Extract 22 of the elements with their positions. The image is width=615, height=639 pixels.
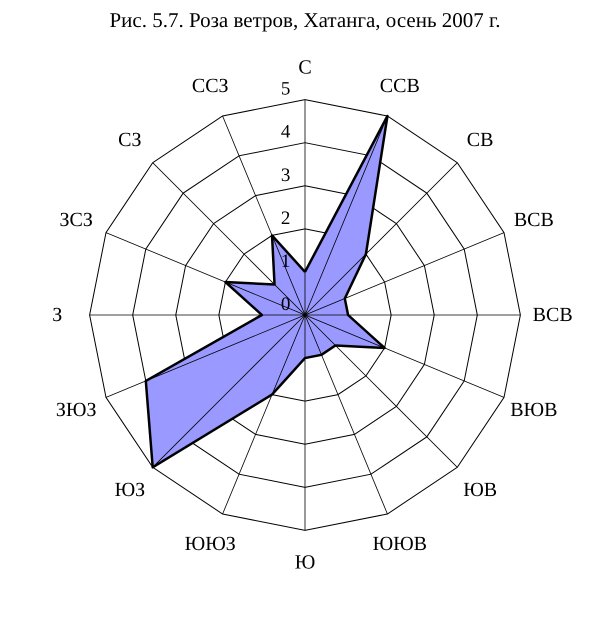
spoke-label: ВСВ xyxy=(532,304,573,326)
spoke-label: СВ xyxy=(466,128,494,151)
spoke-label: ЮЗ xyxy=(114,479,146,502)
spoke-label: Ю xyxy=(294,552,316,574)
y-tick-label: 3 xyxy=(280,164,290,186)
spoke-label: СЗ xyxy=(118,128,142,151)
spoke-label: ССЗ xyxy=(192,75,229,98)
spoke-label: ВСВ xyxy=(514,209,554,232)
spoke-label: ЮВ xyxy=(463,479,498,502)
y-tick-label: 2 xyxy=(280,208,290,229)
spoke-label: ССВ xyxy=(380,75,420,98)
chart-title: Рис. 5.7. Роза ветров, Хатанга, осень 2007 г. xyxy=(109,8,501,32)
y-tick-label: 4 xyxy=(280,122,291,143)
y-tick-label: 5 xyxy=(280,78,290,100)
spoke-label: ЗСЗ xyxy=(59,209,93,232)
y-tick-label: 1 xyxy=(280,250,290,272)
spoke-label: З xyxy=(52,304,62,326)
spoke-label: ЗЮЗ xyxy=(56,398,96,421)
spoke-label: ЮЮЗ xyxy=(184,532,236,555)
spoke-label: С xyxy=(298,56,312,78)
spoke-label: ЮЮВ xyxy=(372,532,428,555)
spoke-label: ВЮВ xyxy=(510,398,558,421)
